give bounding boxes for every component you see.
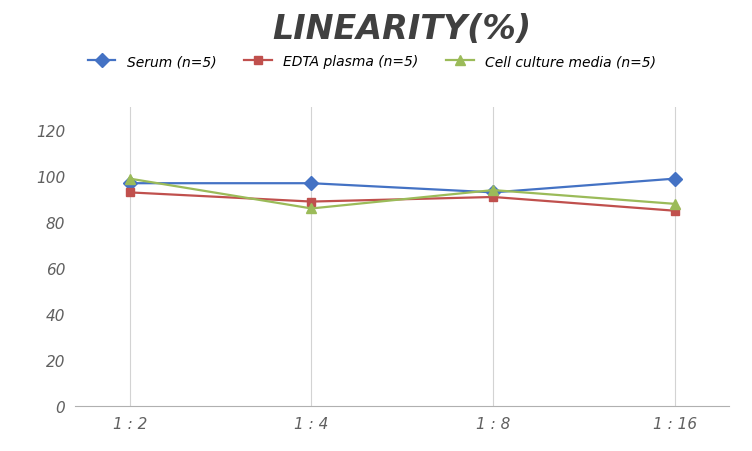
Cell culture media (n=5)	[125, 176, 134, 182]
EDTA plasma (n=5)	[125, 190, 134, 196]
Line: EDTA plasma (n=5): EDTA plasma (n=5)	[126, 189, 679, 216]
Serum (n=5)	[307, 181, 316, 187]
Cell culture media (n=5)	[489, 188, 498, 193]
Legend: Serum (n=5), EDTA plasma (n=5), Cell culture media (n=5): Serum (n=5), EDTA plasma (n=5), Cell cul…	[82, 50, 661, 75]
Cell culture media (n=5)	[671, 202, 680, 207]
Serum (n=5)	[671, 176, 680, 182]
Line: Serum (n=5): Serum (n=5)	[125, 175, 680, 198]
Cell culture media (n=5)	[307, 206, 316, 212]
Title: LINEARITY(%): LINEARITY(%)	[273, 13, 532, 46]
Serum (n=5)	[489, 190, 498, 196]
EDTA plasma (n=5)	[307, 199, 316, 205]
EDTA plasma (n=5)	[489, 195, 498, 200]
Line: Cell culture media (n=5): Cell culture media (n=5)	[125, 175, 680, 214]
EDTA plasma (n=5)	[671, 208, 680, 214]
Serum (n=5)	[125, 181, 134, 187]
